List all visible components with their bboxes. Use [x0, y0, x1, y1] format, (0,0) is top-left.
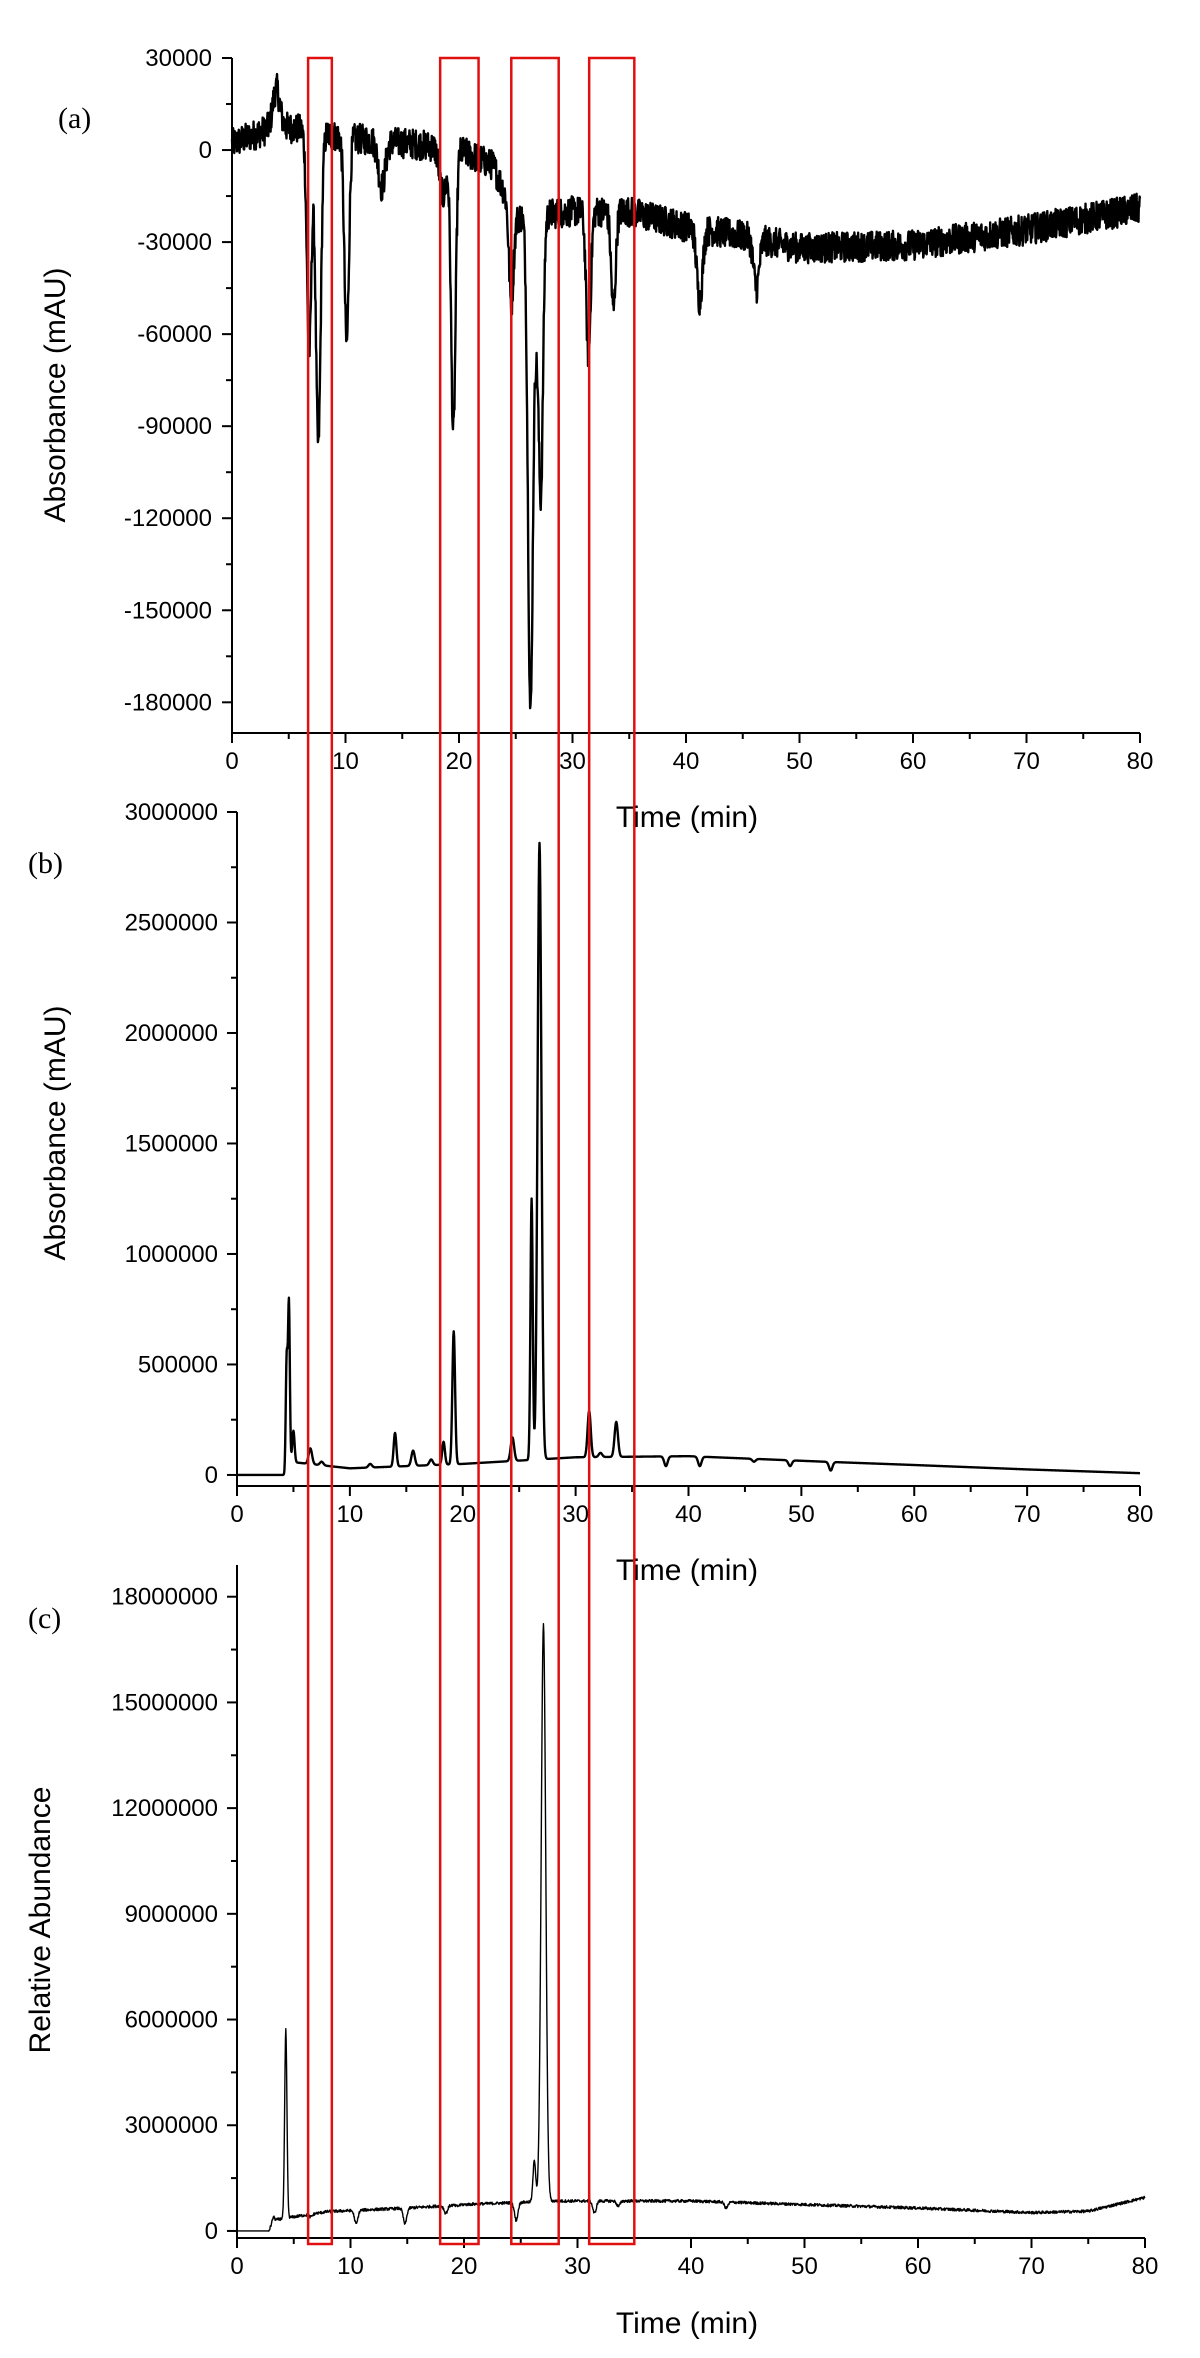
panel-a-ylabel: Absorbance (mAU)	[39, 267, 72, 522]
panel-b-y-tick-label: 1000000	[125, 1241, 218, 1268]
panel-b-x-tick-label: 0	[230, 1501, 243, 1528]
panel-c-label: (c)	[28, 1602, 61, 1635]
panel-c-x-tick-label: 50	[791, 2253, 818, 2280]
panel-c-x-tick-label: 80	[1132, 2253, 1159, 2280]
panel-b-trace	[236, 841, 1141, 1477]
panel-c-trace	[236, 1622, 1146, 2232]
panel-a-y-tick-label: -150000	[124, 597, 212, 624]
panel-c-y-tick-label: 12000000	[111, 1795, 218, 1822]
panel-b-x-tick-label: 10	[337, 1501, 364, 1528]
panel-b-y-tick-label: 0	[205, 1462, 218, 1489]
panel-c-x-tick-label: 60	[905, 2253, 932, 2280]
panel-b-ylabel: Absorbance (mAU)	[39, 1005, 72, 1260]
panel-a-label: (a)	[58, 102, 91, 135]
panel-b-x-tick-label: 70	[1014, 1501, 1041, 1528]
highlight-box-1	[306, 56, 334, 2246]
panel-a-x-tick-label: 70	[1013, 748, 1040, 775]
panel-a-trace	[230, 72, 1142, 710]
panel-a-x-tick-label: 10	[332, 748, 359, 775]
panel-c-y-tick-label: 6000000	[125, 2007, 218, 2034]
panel-b-y-tick-label: 2500000	[125, 909, 218, 936]
panel-b-y-tick-label: 500000	[138, 1351, 218, 1378]
panel-b-y-tick-label: 1500000	[125, 1130, 218, 1157]
panel-c-x-tick-label: 70	[1018, 2253, 1045, 2280]
panel-a-y-tick-label: -60000	[137, 321, 212, 348]
chart-marks: 0 10 20 30 40 50 60 70 80300000-30000-60000-9000…	[111, 45, 1158, 2280]
panel-a-y-tick-label: -180000	[124, 689, 212, 716]
panel-a-y-tick-label: 0	[199, 137, 212, 164]
panel-c-y-tick-label: 0	[205, 2218, 218, 2245]
panel-a-x-tick-label: 30	[559, 748, 586, 775]
panel-a-x-tick-label: 60	[900, 748, 927, 775]
panel-c-y-tick-label: 18000000	[111, 1584, 218, 1611]
panel-c-x-tick-label: 30	[564, 2253, 591, 2280]
panel-a-y-tick-label: -120000	[124, 505, 212, 532]
panel-b-x-tick-label: 80	[1127, 1501, 1154, 1528]
panel-a-y-tick-label: -90000	[137, 413, 212, 440]
panel-a-x-tick-label: 20	[446, 748, 473, 775]
panel-a-x-tick-label: 0	[225, 748, 238, 775]
panel-a-x-tick-label: 40	[673, 748, 700, 775]
panel-c-x-tick-label: 0	[230, 2253, 243, 2280]
panel-c-x-tick-label: 40	[678, 2253, 705, 2280]
panel-c-y-tick-label: 15000000	[111, 1689, 218, 1716]
panel-c-ylabel: Relative Abundance	[24, 1787, 57, 2054]
highlight-box-4	[587, 56, 636, 2246]
panel-b-label: (b)	[28, 847, 63, 880]
panel-a-xlabel: Time (min)	[616, 801, 758, 834]
panel-a-x-tick-label: 80	[1127, 748, 1154, 775]
panel-b-x-tick-label: 50	[788, 1501, 815, 1528]
panel-c-xlabel: Time (min)	[616, 2307, 758, 2340]
panel-b-xlabel: Time (min)	[616, 1554, 758, 1587]
panel-a-x-tick-label: 50	[786, 748, 813, 775]
panel-b-y-tick-label: 3000000	[125, 799, 218, 826]
panel-b-y-tick-label: 2000000	[125, 1020, 218, 1047]
panel-b-x-tick-label: 40	[675, 1501, 702, 1528]
panel-c-y-tick-label: 9000000	[125, 1901, 218, 1928]
highlight-box-2	[438, 56, 480, 2246]
highlight-box-3	[510, 56, 560, 2246]
panel-b-x-tick-label: 60	[901, 1501, 928, 1528]
panel-c-x-tick-label: 20	[451, 2253, 478, 2280]
panel-a-y-tick-label: 30000	[145, 45, 212, 72]
panel-c-y-tick-label: 3000000	[125, 2112, 218, 2139]
panel-c-x-tick-label: 10	[337, 2253, 364, 2280]
panel-b-x-tick-label: 30	[562, 1501, 589, 1528]
panel-b-x-tick-label: 20	[449, 1501, 476, 1528]
panel-a-y-tick-label: -30000	[137, 229, 212, 256]
